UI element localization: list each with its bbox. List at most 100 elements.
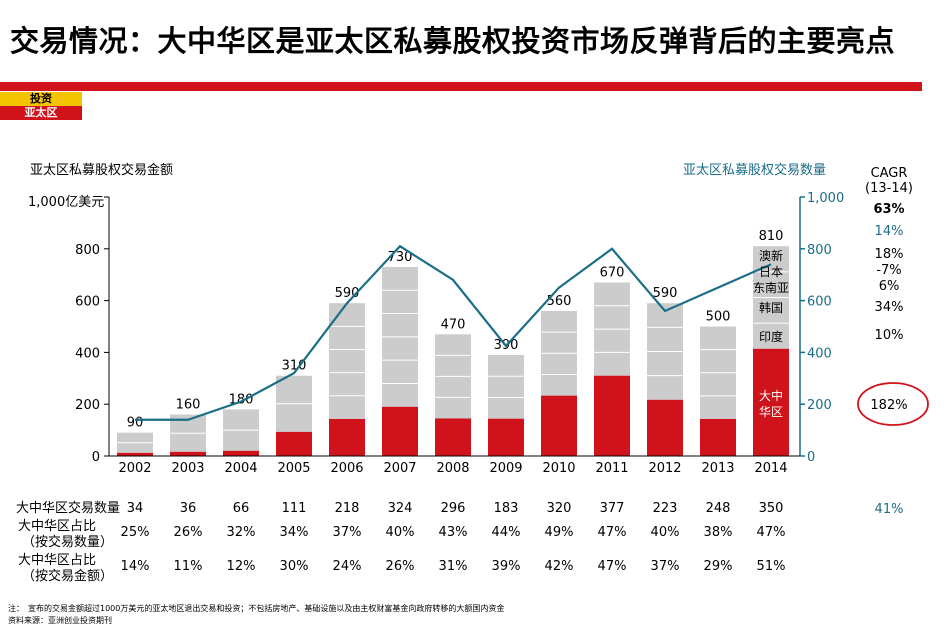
segment-label-china-line1: 大中 bbox=[759, 388, 783, 403]
table-cell: 43% bbox=[438, 525, 468, 540]
table-cell: 51% bbox=[756, 559, 786, 574]
bar-greater-china bbox=[753, 348, 789, 456]
row-label-share-amount: 大中华区占比 bbox=[18, 553, 97, 568]
bar-greater-china bbox=[223, 450, 259, 456]
table-cell: 38% bbox=[703, 525, 733, 540]
row-label-share-count-sub: （按交易数量） bbox=[22, 535, 114, 550]
row-label-share-count: 大中华区占比 bbox=[18, 519, 97, 534]
x-tick-label: 2014 bbox=[754, 461, 787, 476]
bar-greater-china bbox=[329, 418, 365, 456]
table-cell: 47% bbox=[756, 525, 786, 540]
cagr-segment-japan: -7% bbox=[876, 263, 902, 278]
table-cell: 29% bbox=[703, 559, 733, 574]
segment-label-japan: 日本 bbox=[759, 265, 783, 279]
bar-greater-china bbox=[647, 399, 683, 456]
cagr-count: 14% bbox=[874, 224, 904, 239]
right-axis-tick-label: 600 bbox=[807, 295, 832, 310]
bar-other-regions bbox=[329, 303, 365, 419]
bar-greater-china bbox=[488, 418, 524, 456]
table-cell: 47% bbox=[597, 525, 627, 540]
table-cell: 11% bbox=[173, 559, 203, 574]
table-cell: 248 bbox=[705, 501, 731, 516]
segment-label-india: 印度 bbox=[759, 329, 783, 344]
cagr-segment-korea: 34% bbox=[874, 300, 904, 315]
bar-total-label: 560 bbox=[547, 294, 572, 309]
table-cell: 377 bbox=[599, 501, 625, 516]
table-cell: 49% bbox=[544, 525, 574, 540]
cagr-segment-sea: 6% bbox=[878, 279, 900, 294]
chart: 0 200 400 600 800 0 200 400 600 800 1,000 90 2002 160… bbox=[75, 191, 929, 476]
right-axis-tick-label: 0 bbox=[807, 450, 815, 465]
x-tick-label: 2005 bbox=[277, 461, 310, 476]
cagr-china: 182% bbox=[870, 398, 908, 413]
x-tick-label: 2003 bbox=[171, 461, 204, 476]
left-axis-tick-label: 600 bbox=[75, 295, 100, 310]
x-tick-label: 2011 bbox=[595, 461, 628, 476]
row-label-count: 大中华区交易数量 bbox=[16, 501, 121, 516]
bar-greater-china bbox=[700, 418, 736, 456]
table-cell: 34 bbox=[126, 501, 144, 516]
page-title: 交易情况：大中华区是亚太区私募股权投资市场反弹背后的主要亮点 bbox=[10, 24, 896, 58]
tag-region: 亚太区 bbox=[0, 106, 82, 120]
table-cell: 31% bbox=[438, 559, 468, 574]
footnote: 注： 宣布的交易金额超过1000万美元的亚太地区退出交易和投资；不包括房地产、基… bbox=[8, 604, 505, 613]
bar-total-label: 500 bbox=[706, 310, 731, 325]
table-cell: 111 bbox=[281, 501, 307, 516]
x-tick-label: 2009 bbox=[489, 461, 522, 476]
bar-greater-china bbox=[435, 418, 471, 456]
tag-investment: 投资 bbox=[0, 92, 82, 106]
left-axis-tick-label: 0 bbox=[92, 450, 100, 465]
source-note: 资料来源：亚洲创业投资期刊 bbox=[8, 616, 112, 625]
cagr-header: CAGR bbox=[870, 166, 908, 181]
table-cell: 40% bbox=[385, 525, 415, 540]
cagr-china-count: 41% bbox=[874, 502, 904, 517]
segment-label-sea: 东南亚 bbox=[753, 280, 789, 295]
x-tick-label: 2010 bbox=[542, 461, 575, 476]
x-tick-label: 2007 bbox=[383, 461, 416, 476]
table-cell: 26% bbox=[385, 559, 415, 574]
bar-total-label: 90 bbox=[127, 416, 144, 431]
row-label-share-amount-sub: （按交易金额） bbox=[22, 569, 114, 584]
table-cell: 183 bbox=[493, 501, 519, 516]
bar-greater-china bbox=[541, 395, 577, 456]
x-tick-label: 2002 bbox=[118, 461, 151, 476]
highlight-circle bbox=[857, 382, 929, 426]
table-cell: 37% bbox=[650, 559, 680, 574]
table-cell: 350 bbox=[758, 501, 784, 516]
bar-total-label: 670 bbox=[600, 265, 625, 280]
table-cell: 24% bbox=[332, 559, 362, 574]
left-axis-tick-label: 400 bbox=[75, 346, 100, 361]
table-cell: 47% bbox=[597, 559, 627, 574]
cagr-segment-anz: 18% bbox=[874, 247, 904, 262]
right-chart-title: 亚太区私募股权交易数量 bbox=[683, 163, 827, 178]
bar-total-label: 590 bbox=[653, 286, 678, 301]
table-cell: 324 bbox=[387, 501, 413, 516]
x-tick-label: 2008 bbox=[436, 461, 469, 476]
segment-label-china-line2: 华区 bbox=[759, 405, 783, 419]
cagr-total: 63% bbox=[873, 202, 905, 217]
table-cell: 44% bbox=[491, 525, 521, 540]
table-cell: 66 bbox=[232, 501, 250, 516]
segment-label-anz: 澳新 bbox=[759, 248, 783, 263]
table-cell: 30% bbox=[279, 559, 309, 574]
bar-other-regions bbox=[488, 354, 524, 419]
table-cell: 218 bbox=[334, 501, 360, 516]
bar-total-label: 160 bbox=[176, 398, 201, 413]
table-cell: 40% bbox=[650, 525, 680, 540]
x-tick-label: 2013 bbox=[701, 461, 734, 476]
bar-total-label: 470 bbox=[441, 317, 466, 332]
cagr-segment-india: 10% bbox=[874, 328, 904, 343]
table-cell: 12% bbox=[226, 559, 256, 574]
bar-greater-china bbox=[594, 375, 630, 456]
table-cell: 32% bbox=[226, 525, 256, 540]
bar-greater-china bbox=[382, 406, 418, 456]
right-axis-tick-label: 1,000 bbox=[807, 191, 844, 206]
right-axis-tick-label: 400 bbox=[807, 346, 832, 361]
table-cell: 42% bbox=[544, 559, 574, 574]
table-cell: 34% bbox=[279, 525, 309, 540]
bar-total-label: 310 bbox=[282, 359, 307, 374]
left-axis-unit: 1,000亿美元 bbox=[28, 195, 105, 210]
table-cell: 320 bbox=[546, 501, 572, 516]
table-cell: 25% bbox=[120, 525, 150, 540]
table-cell: 14% bbox=[120, 559, 150, 574]
